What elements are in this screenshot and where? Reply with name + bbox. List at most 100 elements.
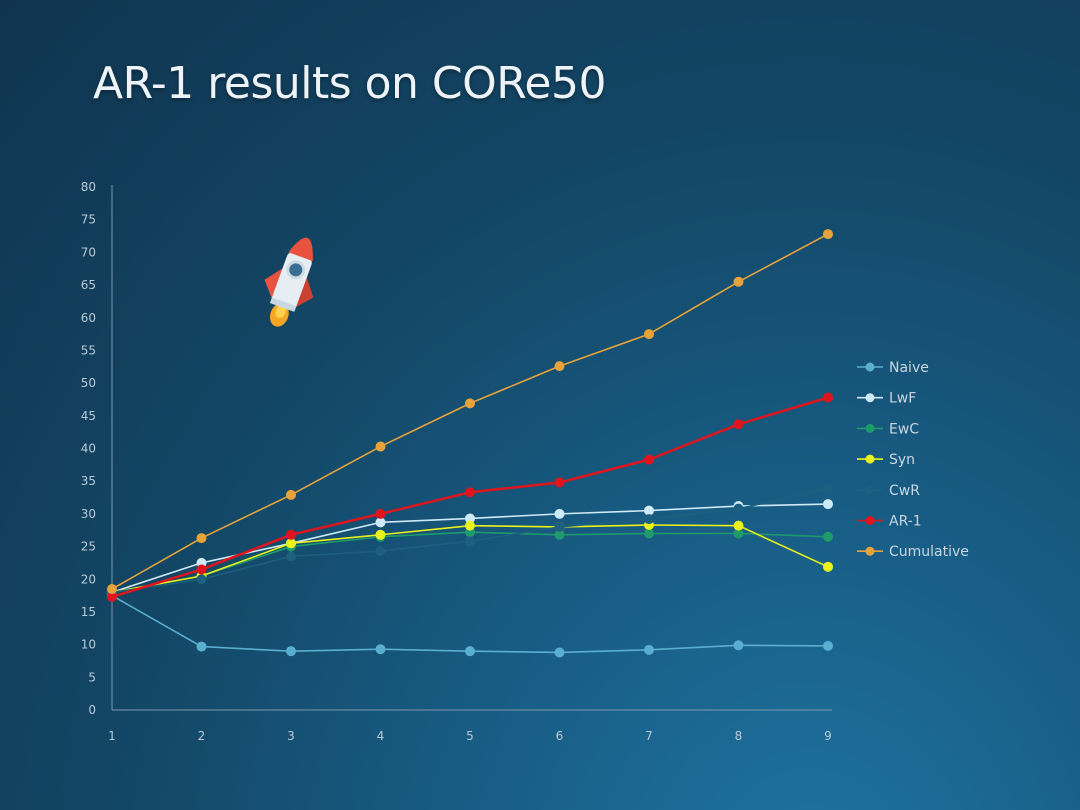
x-tick-label: 7 — [645, 729, 653, 743]
legend-label: LwF — [889, 391, 916, 407]
data-point-lwf — [375, 517, 386, 528]
data-point-naive — [375, 644, 386, 655]
data-point-cumulative — [375, 441, 386, 452]
legend-label: AR-1 — [889, 514, 922, 530]
data-point-ar-1 — [554, 477, 565, 488]
y-tick-label: 65 — [81, 278, 96, 292]
series-ar-1 — [107, 392, 833, 602]
y-tick-label: 15 — [81, 605, 96, 619]
data-point-cumulative — [554, 361, 565, 372]
data-point-ar-1 — [107, 591, 117, 602]
legend-item-naive: Naive — [857, 360, 929, 376]
y-tick-label: 10 — [81, 638, 96, 652]
data-point-naive — [733, 640, 744, 651]
data-point-ar-1 — [644, 454, 654, 465]
y-tick-label: 45 — [81, 409, 96, 423]
y-tick-label: 75 — [81, 213, 96, 227]
data-point-naive — [823, 640, 833, 651]
x-tick-label: 3 — [287, 729, 295, 743]
x-tick-label: 1 — [108, 729, 116, 743]
legend-swatch-marker — [865, 454, 875, 464]
legend-label: EwC — [889, 421, 919, 437]
data-point-ar-1 — [375, 508, 386, 519]
data-point-lwf — [644, 505, 654, 516]
data-point-syn — [823, 561, 833, 572]
data-point-ar-1 — [733, 419, 744, 430]
rocket-icon — [264, 237, 314, 327]
data-point-cumulative — [196, 533, 207, 544]
data-point-syn — [465, 520, 475, 531]
x-tick-label: 5 — [466, 729, 474, 743]
x-tick-label: 4 — [377, 729, 385, 743]
x-tick-label: 9 — [824, 729, 832, 743]
series-naive — [107, 590, 833, 658]
y-tick-label: 40 — [81, 442, 96, 456]
data-point-ar-1 — [286, 529, 296, 540]
data-point-cwr — [554, 521, 565, 532]
y-tick-label: 55 — [81, 343, 96, 357]
series-lwf — [107, 499, 833, 598]
data-point-ar-1 — [196, 564, 207, 575]
legend-item-ar-1: AR-1 — [857, 514, 922, 530]
data-point-cwr — [196, 574, 207, 585]
series-cwr — [107, 484, 833, 598]
data-point-cumulative — [823, 229, 833, 240]
y-tick-label: 5 — [88, 670, 96, 684]
legend-item-lwf: LwF — [857, 391, 916, 407]
x-tick-label: 2 — [198, 729, 206, 743]
data-point-lwf — [465, 513, 475, 524]
legend-swatch-marker — [865, 485, 875, 495]
data-point-ewc — [554, 529, 565, 540]
data-point-syn — [286, 538, 296, 549]
data-point-cwr — [644, 514, 654, 525]
legend-item-cumulative: Cumulative — [857, 544, 969, 560]
y-tick-label: 50 — [81, 376, 96, 390]
x-tick-label: 6 — [556, 729, 564, 743]
data-point-cumulative — [286, 489, 296, 500]
data-point-cumulative — [733, 276, 744, 287]
y-tick-label: 80 — [81, 180, 96, 194]
data-point-naive — [644, 644, 654, 655]
series-line-naive — [111, 594, 829, 654]
data-point-ewc — [823, 531, 833, 542]
y-tick-label: 60 — [81, 311, 96, 325]
data-point-cwr — [823, 484, 833, 495]
data-point-naive — [286, 646, 296, 657]
legend-item-syn: Syn — [857, 452, 915, 468]
series-cumulative — [107, 229, 833, 595]
data-point-lwf — [554, 508, 565, 519]
data-point-cumulative — [107, 584, 117, 595]
legend-swatch-marker — [865, 362, 875, 372]
data-point-cumulative — [644, 329, 654, 340]
legend-label: CwR — [889, 483, 920, 499]
data-point-cwr — [375, 546, 386, 557]
legend-swatch-marker — [865, 546, 875, 556]
data-point-ar-1 — [465, 487, 475, 498]
y-tick-label: 35 — [81, 474, 96, 488]
legend-swatch-marker — [865, 516, 875, 525]
data-point-naive — [196, 641, 207, 652]
y-tick-label: 25 — [81, 540, 96, 554]
data-point-cumulative — [465, 398, 475, 409]
x-tick-label: 8 — [735, 729, 743, 743]
data-point-ar-1 — [823, 392, 833, 403]
y-tick-label: 30 — [81, 507, 96, 521]
y-tick-label: 20 — [81, 572, 96, 586]
legend-label: Cumulative — [889, 544, 969, 560]
data-point-naive — [465, 646, 475, 657]
data-point-cwr — [465, 536, 475, 547]
legend-item-ewc: EwC — [857, 421, 919, 437]
data-point-ewc — [644, 528, 654, 539]
legend-item-cwr: CwR — [857, 483, 920, 499]
data-point-cwr — [733, 503, 744, 514]
data-point-lwf — [823, 499, 833, 510]
slide-title: AR-1 results on CORe50 — [93, 58, 606, 109]
legend-swatch-marker — [865, 423, 875, 433]
y-tick-label: 0 — [88, 703, 96, 717]
legend-swatch-marker — [865, 393, 875, 403]
legend-label: Syn — [889, 452, 915, 468]
data-point-ewc — [733, 528, 744, 539]
data-point-syn — [733, 520, 744, 531]
data-point-naive — [554, 647, 565, 658]
